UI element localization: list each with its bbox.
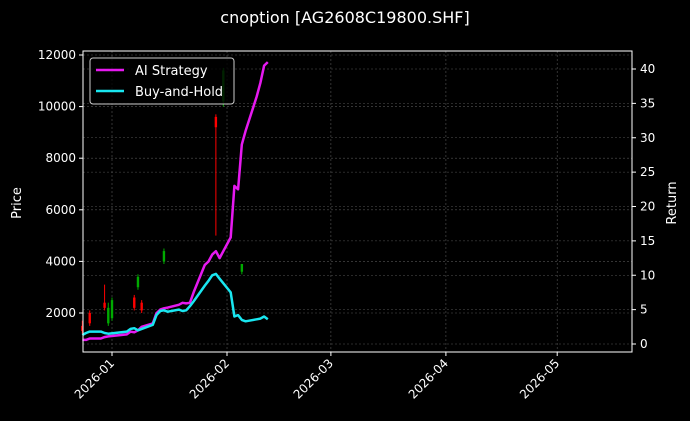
- svg-text:40: 40: [640, 62, 655, 76]
- svg-text:2026-05: 2026-05: [517, 356, 562, 401]
- svg-text:4000: 4000: [45, 254, 76, 268]
- svg-text:10: 10: [640, 268, 655, 282]
- svg-text:2026-04: 2026-04: [406, 356, 451, 401]
- svg-text:8000: 8000: [45, 151, 76, 165]
- legend-label-buy-and-hold: Buy-and-Hold: [135, 85, 223, 100]
- svg-text:25: 25: [640, 165, 655, 179]
- series-lines: [81, 61, 269, 342]
- plot-frame: [82, 50, 633, 353]
- svg-text:5: 5: [640, 303, 648, 317]
- candlesticks: [81, 67, 244, 334]
- legend: AI Strategy Buy-and-Hold: [89, 57, 235, 105]
- svg-text:2026-02: 2026-02: [187, 356, 232, 401]
- svg-text:15: 15: [640, 234, 655, 248]
- svg-text:2026-03: 2026-03: [291, 356, 336, 401]
- svg-text:10000: 10000: [38, 100, 76, 114]
- left-axis: 2000 4000 6000 8000 10000 12000: [38, 48, 83, 320]
- svg-text:35: 35: [640, 96, 655, 110]
- x-axis: 2026-01 2026-02 2026-03 2026-04 2026-05: [72, 352, 562, 402]
- chart-title: cnoption [AG2608C19800.SHF]: [220, 8, 470, 27]
- svg-text:12000: 12000: [38, 48, 76, 62]
- legend-label-ai-strategy: AI Strategy: [135, 64, 208, 79]
- svg-text:30: 30: [640, 131, 655, 145]
- svg-text:0: 0: [640, 337, 648, 351]
- svg-text:6000: 6000: [45, 203, 76, 217]
- svg-text:2026-01: 2026-01: [72, 356, 117, 401]
- legend-box: [89, 57, 235, 105]
- svg-text:2000: 2000: [45, 306, 76, 320]
- y-axis-right-label: Return: [665, 181, 680, 224]
- svg-text:20: 20: [640, 200, 655, 214]
- y-axis-label: Price: [10, 187, 25, 219]
- right-axis: 0 5 10 15 20 25 30 35 40: [632, 62, 655, 351]
- grid: [83, 51, 632, 352]
